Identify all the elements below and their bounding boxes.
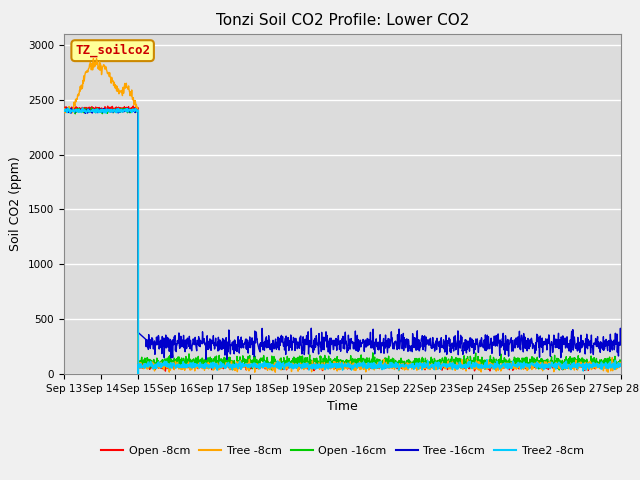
Legend: Open -8cm, Tree -8cm, Open -16cm, Tree -16cm, Tree2 -8cm: Open -8cm, Tree -8cm, Open -16cm, Tree -… [97,441,588,460]
Y-axis label: Soil CO2 (ppm): Soil CO2 (ppm) [10,156,22,252]
Text: TZ_soilco2: TZ_soilco2 [75,44,150,58]
Title: Tonzi Soil CO2 Profile: Lower CO2: Tonzi Soil CO2 Profile: Lower CO2 [216,13,469,28]
X-axis label: Time: Time [327,400,358,413]
